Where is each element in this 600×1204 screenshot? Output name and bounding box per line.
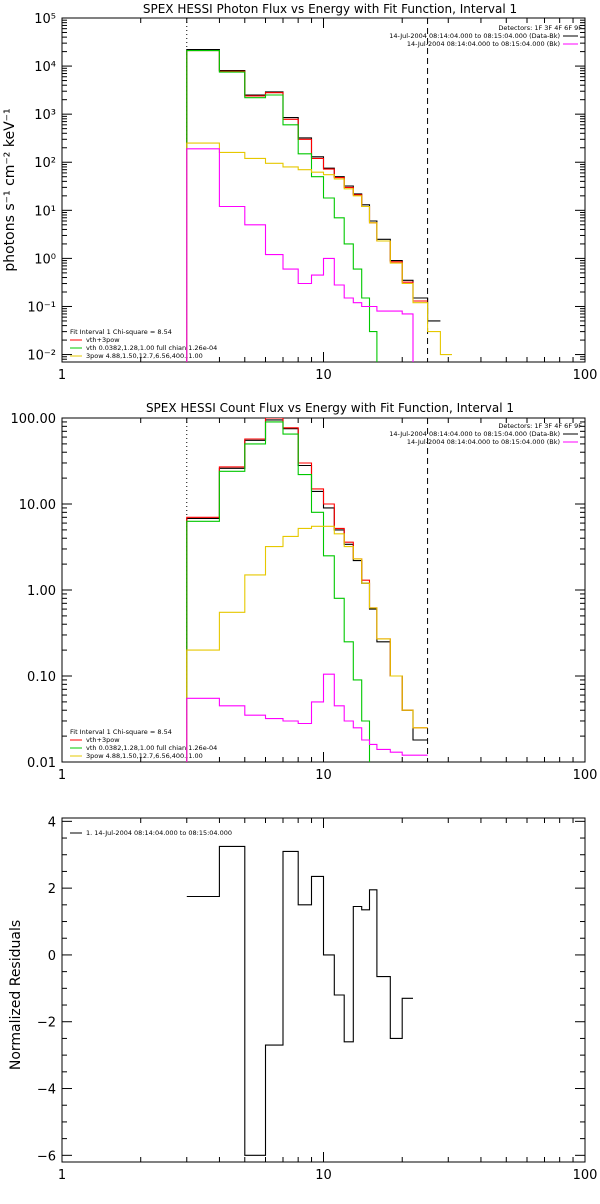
y-tick-label: 10⁵ [34,12,56,27]
y-tick-label: −6 [37,1149,56,1164]
photon-flux-panel: SPEX HESSI Photon Flux vs Energy with Fi… [2,2,597,383]
photon-flux-legend-top-right: Detectors: 1F 3F 4F 6F 9F 14-Jul-2004 08… [389,24,582,48]
series-power [186,525,428,762]
legend-bk: 14-Jul-2004 08:14:04.000 to 08:15:04.000… [407,438,560,446]
series-background [186,148,414,362]
legend-fit-interval: Fit Interval 1 Chi-square = 8.54 [70,328,172,336]
series-total [186,845,413,1156]
legend-total: vth+3pow [86,736,120,744]
x-tick-label: 100 [573,368,598,383]
y-tick-label: 0.01 [27,756,56,771]
y-tick-label: 0 [48,949,56,964]
legend-vth: vth 0.0382,1.28,1.00 full chian 1.26e-04 [86,344,217,352]
y-tick-label: 10⁻¹ [27,300,56,315]
count-flux-legend-bottom-left: Fit Interval 1 Chi-square = 8.54 vth+3po… [70,728,217,760]
x-tick-label: 1 [58,768,66,783]
series-background [186,673,428,762]
legend-fit-interval: Fit Interval 1 Chi-square = 8.54 [70,728,172,736]
count-flux-panel: SPEX HESSI Count Flux vs Energy with Fit… [11,401,598,783]
legend-total: vth+3pow [86,336,120,344]
legend-vth: vth 0.0382,1.28,1.00 full chian 1.26e-04 [86,744,217,752]
y-tick-label: 1.00 [27,584,56,599]
x-tick-label: 10 [315,768,332,783]
y-tick-label: 0.10 [27,670,56,685]
legend-pow: 3pow 4.88,1.50,12.7,6.56,400.,1.00 [86,352,203,360]
y-tick-label: 10⁻² [27,349,56,364]
x-tick-label: 100 [573,768,598,783]
legend-data-bk: 14-Jul-2004 08:14:04.000 to 08:15:04.000… [389,32,560,40]
count-flux-title: SPEX HESSI Count Flux vs Energy with Fit… [146,401,514,415]
photon-flux-ylabel: photons s⁻¹ cm⁻² keV⁻¹ [2,108,18,271]
legend-detectors: Detectors: 1F 3F 4F 6F 9F [498,422,582,430]
x-tick-label: 10 [315,1168,332,1183]
legend-bk: 14-Jul-2004 08:14:04.000 to 08:15:04.000… [407,40,560,48]
y-tick-label: 100.00 [11,412,57,427]
x-tick-label: 10 [315,368,332,383]
count-flux-legend-top-right: Detectors: 1F 3F 4F 6F 9F 14-Jul-2004 08… [389,422,582,446]
legend-pow: 3pow 4.88,1.50,12.7,6.56,400.,1.00 [86,752,203,760]
photon-flux-legend-bottom-left: Fit Interval 1 Chi-square = 8.54 vth+3po… [70,328,217,360]
y-tick-label: −2 [37,1016,56,1031]
y-tick-label: 4 [48,815,56,830]
y-tick-label: 10¹ [34,204,56,219]
series-vth [186,50,378,362]
x-tick-label: 1 [58,1168,66,1183]
photon-flux-title: SPEX HESSI Photon Flux vs Energy with Fi… [143,2,517,16]
series-vth [186,421,371,762]
x-tick-label: 100 [573,1168,598,1183]
y-tick-label: −4 [37,1083,56,1098]
y-tick-label: 10² [34,156,56,171]
legend-detectors: Detectors: 1F 3F 4F 6F 9F [498,24,582,32]
legend-data-bk: 14-Jul-2004 08:14:04.000 to 08:15:04.000… [389,430,560,438]
y-tick-label: 10⁴ [34,60,56,75]
series-power [186,142,452,362]
residuals-legend: 1. 14-Jul-2004 08:14:04.000 to 08:15:04.… [86,829,232,837]
x-tick-label: 1 [58,368,66,383]
residuals-ylabel: Normalized Residuals [8,920,24,1070]
y-tick-label: 10³ [34,108,56,123]
y-tick-label: 2 [48,882,56,897]
residuals-panel: Normalized Residuals 1. 14-Jul-2004 08:1… [8,815,597,1183]
y-tick-label: 10.00 [19,498,56,513]
y-tick-label: 10⁰ [34,252,56,267]
